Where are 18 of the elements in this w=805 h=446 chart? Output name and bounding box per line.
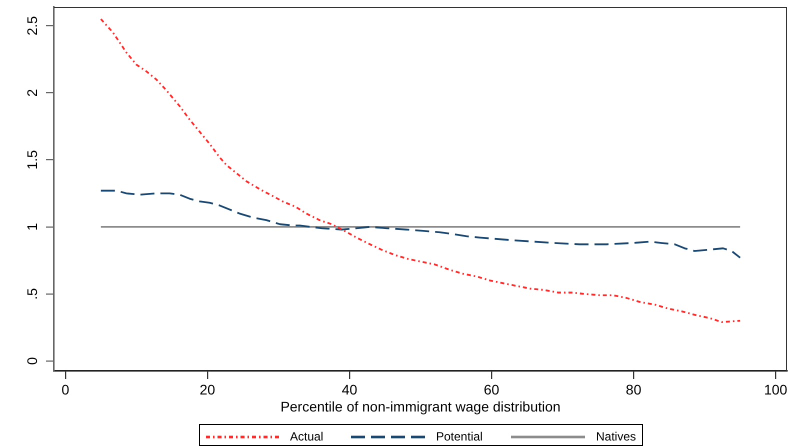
legend-label: Potential [436,429,483,444]
x-tick-label: 80 [626,381,642,398]
x-tick-label: 40 [342,381,358,398]
line-series [100,190,742,259]
legend-label: Actual [290,429,324,444]
y-tick-label: 2.5 [24,16,40,36]
x-tick-label: 0 [61,381,70,398]
x-axis-title: Percentile of non-immigrant wage distribution [280,398,561,414]
y-tick-label: 1.5 [24,150,40,170]
x-tick-label: 20 [200,381,216,398]
y-tick-label: 2 [24,88,40,97]
y-tick-label: 0 [24,356,40,365]
y-tick-label: .5 [24,288,40,300]
line-series [100,18,742,323]
x-tick-label: 100 [764,381,788,398]
legend-label: Natives [596,429,636,444]
y-tick-label: 1 [24,222,40,231]
x-tick-label: 60 [484,381,500,398]
